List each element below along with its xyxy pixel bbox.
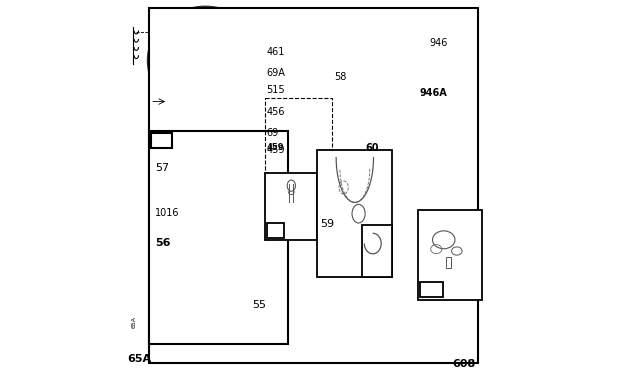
Text: 65A: 65A [131, 316, 136, 328]
Bar [149, 8, 478, 363]
Text: 461: 461 [266, 47, 285, 57]
Text: 608: 608 [453, 359, 476, 369]
Text: 56: 56 [155, 238, 170, 248]
Bar [420, 282, 443, 297]
Text: 459: 459 [267, 143, 285, 152]
Text: 456: 456 [266, 107, 285, 117]
Bar [151, 134, 172, 148]
Text: 69: 69 [266, 128, 278, 138]
Text: 59: 59 [321, 219, 335, 229]
Text: 69A: 69A [266, 68, 285, 78]
Text: 1016: 1016 [155, 208, 179, 218]
Text: 60: 60 [365, 142, 379, 153]
Bar [418, 210, 482, 300]
Text: 55: 55 [252, 300, 266, 310]
Bar [265, 172, 317, 240]
Text: ©ReplacementParts.com: ©ReplacementParts.com [245, 183, 375, 192]
Text: 515: 515 [266, 85, 285, 95]
Bar [362, 225, 392, 277]
Text: 58: 58 [334, 72, 347, 82]
Text: 57: 57 [155, 163, 169, 173]
Text: 65A: 65A [127, 354, 151, 364]
Bar [317, 150, 392, 277]
Text: 946A: 946A [420, 88, 447, 99]
Bar [149, 132, 288, 344]
Bar [267, 223, 284, 238]
Text: 459: 459 [266, 144, 285, 154]
Bar [265, 98, 332, 172]
Bar [446, 256, 451, 268]
Text: 946: 946 [430, 38, 448, 48]
